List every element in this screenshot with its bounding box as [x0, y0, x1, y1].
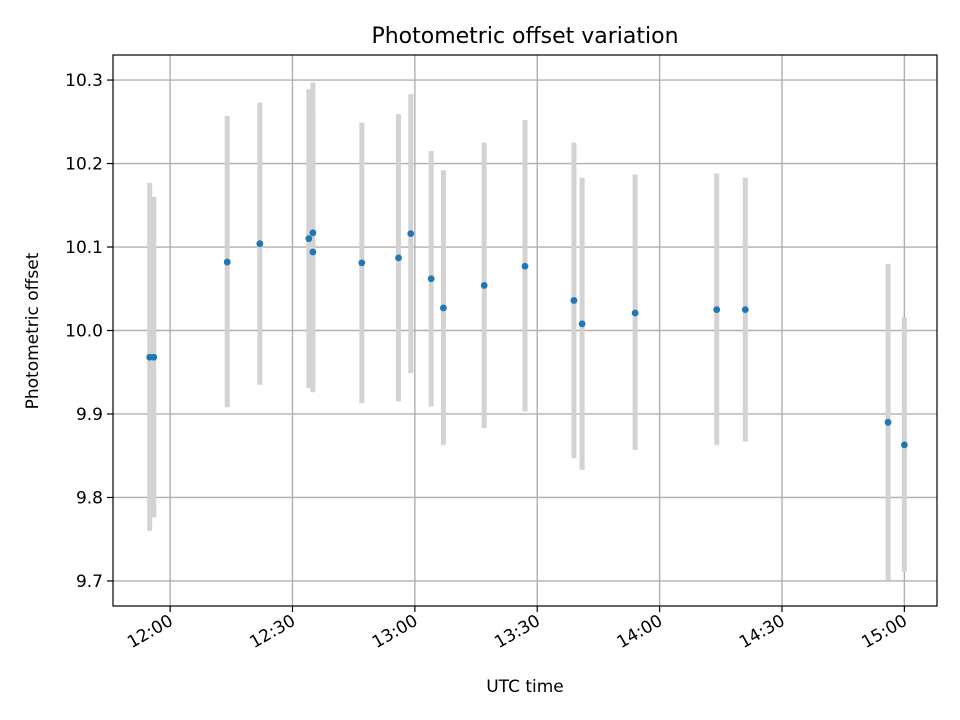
data-point — [480, 282, 488, 289]
data-point — [578, 320, 586, 328]
data-point — [521, 262, 529, 270]
x-axis-label: UTC time — [486, 677, 564, 697]
data-point — [395, 254, 402, 262]
data-point — [358, 259, 366, 267]
x-tick-label: 13:00 — [369, 611, 421, 653]
y-tick-label: 10.3 — [65, 71, 103, 91]
data-point — [223, 258, 231, 266]
errorbar-layer — [147, 82, 907, 581]
y-tick-label: 9.8 — [76, 488, 103, 508]
data-point — [150, 353, 158, 361]
x-tick-label: 15:00 — [858, 611, 910, 653]
data-point — [570, 297, 578, 304]
data-point — [884, 418, 892, 426]
x-tick-label: 14:30 — [736, 611, 788, 653]
y-tick-label: 10.2 — [65, 155, 103, 175]
tick-layer: 9.7 9.8 9.9 10.0 10.1 10.2 10.3 12:00 12:30 13:00… — [65, 71, 911, 653]
chart-title: Photometric offset variation — [371, 24, 678, 49]
data-point — [309, 229, 317, 237]
y-tick-label: 9.7 — [76, 572, 103, 592]
y-tick-label: 10.0 — [65, 322, 103, 342]
data-point — [631, 309, 639, 317]
x-tick-label: 13:30 — [491, 611, 543, 653]
data-point — [256, 240, 264, 248]
data-point — [440, 304, 447, 312]
y-tick-label: 10.1 — [65, 238, 103, 258]
data-point — [427, 275, 435, 283]
data-point — [741, 306, 749, 314]
x-tick-label: 12:30 — [247, 611, 299, 653]
y-axis-label: Photometric offset — [23, 252, 43, 409]
x-tick-label: 12:00 — [124, 611, 176, 653]
y-tick-label: 9.9 — [76, 405, 103, 425]
x-tick-label: 14:00 — [614, 611, 666, 653]
data-point — [305, 235, 313, 243]
point-layer — [146, 229, 908, 449]
data-point — [713, 306, 721, 314]
data-point — [309, 248, 317, 256]
data-point — [407, 230, 415, 238]
data-point — [900, 441, 908, 449]
